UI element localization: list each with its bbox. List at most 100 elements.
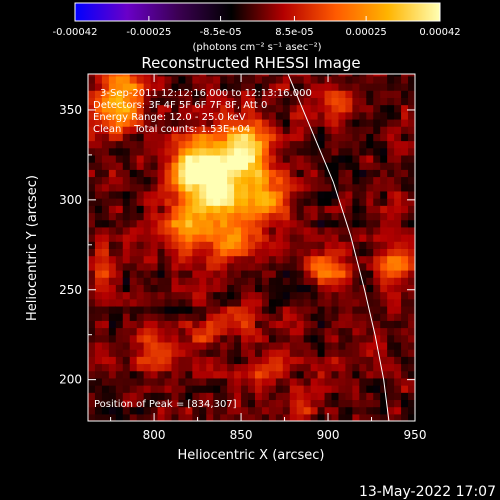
heatmap-cell	[303, 126, 312, 134]
heatmap-cell	[401, 305, 409, 314]
heatmap-cell	[317, 363, 326, 372]
heatmap-cell	[192, 104, 200, 113]
heatmap-cell	[345, 406, 353, 415]
heatmap-cell	[254, 349, 263, 357]
heatmap-cell	[366, 169, 374, 178]
heatmap-cell	[129, 169, 138, 178]
heatmap-cell	[88, 198, 96, 206]
heatmap-cell	[88, 385, 96, 393]
heatmap-cell	[380, 291, 388, 300]
heatmap-cell	[317, 104, 326, 113]
heatmap-cell	[303, 327, 312, 336]
heatmap-cell	[220, 234, 228, 242]
heatmap-cell	[185, 320, 193, 329]
heatmap-cell	[101, 212, 110, 221]
heatmap-cell	[171, 377, 180, 386]
heatmap-cell	[129, 356, 138, 365]
heatmap-cell	[261, 226, 270, 235]
heatmap-cell	[157, 399, 166, 408]
heatmap-cell	[199, 363, 207, 372]
heatmap-cell	[157, 176, 166, 185]
heatmap-cell	[143, 234, 152, 242]
heatmap-cell	[338, 140, 347, 149]
heatmap-cell	[171, 370, 180, 379]
heatmap-cell	[150, 104, 159, 113]
heatmap-cell	[317, 74, 326, 77]
heatmap-cell	[331, 248, 340, 257]
heatmap-cell	[88, 406, 96, 415]
heatmap-cell	[289, 363, 298, 372]
heatmap-cell	[366, 399, 374, 408]
heatmap-cell	[248, 205, 256, 214]
heatmap-cell	[373, 349, 381, 357]
heatmap-cell	[296, 212, 305, 221]
heatmap-cell	[254, 269, 263, 278]
heatmap-cell	[387, 212, 395, 221]
heatmap-cell	[289, 212, 298, 221]
heatmap-cell	[185, 133, 193, 142]
heatmap-cell	[143, 269, 152, 278]
heatmap-cell	[150, 334, 159, 343]
heatmap-cell	[408, 75, 415, 84]
heatmap-cell	[282, 226, 291, 235]
heatmap-cell	[317, 313, 326, 321]
heatmap-cell	[157, 327, 166, 336]
heatmap-cell	[171, 212, 180, 221]
heatmap-cell	[387, 226, 395, 235]
heatmap-cell	[401, 147, 409, 156]
heatmap-cell	[296, 111, 305, 120]
heatmap-cell	[373, 413, 381, 421]
heatmap-cell	[268, 320, 277, 329]
heatmap-cell	[164, 277, 173, 285]
heatmap-cell	[275, 111, 284, 120]
heatmap-cell	[310, 241, 319, 249]
heatmap-cell	[268, 219, 277, 228]
heatmap-cell	[268, 183, 277, 192]
heatmap-cell	[324, 255, 333, 264]
heatmap-cell	[324, 291, 333, 300]
heatmap-cell	[282, 234, 291, 242]
heatmap-cell	[115, 334, 124, 343]
heatmap-cell	[408, 248, 415, 257]
heatmap-cell	[129, 385, 138, 393]
heatmap-cell	[373, 356, 381, 365]
heatmap-cell	[129, 262, 138, 271]
heatmap-cell	[206, 413, 214, 421]
heatmap-cell	[394, 392, 402, 401]
heatmap-cell	[94, 269, 103, 278]
heatmap-cell	[331, 327, 340, 336]
heatmap-cell	[94, 74, 103, 77]
heatmap-cell	[289, 399, 298, 408]
heatmap-cell	[373, 277, 381, 285]
heatmap-cell	[324, 363, 333, 372]
heatmap-cell	[122, 385, 131, 393]
heatmap-cell	[268, 190, 277, 199]
heatmap-cell	[115, 75, 124, 84]
heatmap-cell	[213, 370, 221, 379]
heatmap-cell	[88, 212, 96, 221]
heatmap-cell	[310, 140, 319, 149]
heatmap-cell	[394, 284, 402, 293]
heatmap-cell	[387, 406, 395, 415]
heatmap-cell	[157, 248, 166, 257]
heatmap-cell	[254, 162, 263, 170]
heatmap-cell	[122, 305, 131, 314]
heatmap-cell	[359, 363, 367, 372]
heatmap-cell	[171, 320, 180, 329]
heatmap-cell	[310, 284, 319, 293]
heatmap-cell	[192, 82, 200, 91]
heatmap-cell	[317, 241, 326, 249]
heatmap-cell	[366, 111, 374, 120]
heatmap-cell	[408, 291, 415, 300]
heatmap-cell	[150, 162, 159, 170]
heatmap-cell	[303, 298, 312, 307]
colorbar-tick-label: -8.5e-05	[200, 27, 242, 38]
heatmap-cell	[373, 205, 381, 214]
heatmap-cell	[220, 298, 228, 307]
heatmap-cell	[248, 298, 256, 307]
heatmap-cell	[303, 284, 312, 293]
heatmap-cell	[359, 370, 367, 379]
heatmap-cell	[115, 111, 124, 120]
heatmap-cell	[227, 75, 235, 84]
heatmap-cell	[241, 269, 249, 278]
